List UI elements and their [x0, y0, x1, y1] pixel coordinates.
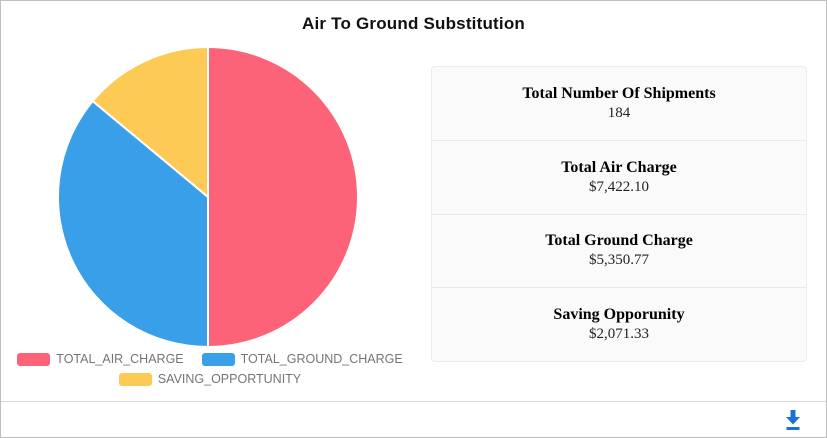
pie-slice-total_ground_charge[interactable] — [57, 100, 209, 348]
stat-value: $7,422.10 — [589, 178, 649, 195]
stats-panel: Total Number Of Shipments 184 Total Air … — [431, 66, 807, 362]
pie-chart — [57, 46, 359, 348]
download-icon — [786, 410, 800, 430]
legend-swatch-icon — [118, 372, 152, 386]
pie-slice-saving_opportunity[interactable] — [91, 46, 209, 198]
legend-row: TOTAL_AIR_CHARGE TOTAL_GROUND_CHARGE — [17, 352, 403, 366]
legend-swatch-icon — [17, 352, 51, 366]
chart-legend: TOTAL_AIR_CHARGE TOTAL_GROUND_CHARGE SAV… — [1, 352, 419, 386]
stat-label: Total Air Charge — [561, 158, 677, 176]
legend-label: TOTAL_AIR_CHARGE — [56, 352, 184, 366]
stat-label: Total Number Of Shipments — [522, 84, 716, 102]
stat-row-total-ground-charge: Total Ground Charge $5,350.77 — [432, 215, 806, 289]
legend-label: TOTAL_GROUND_CHARGE — [240, 352, 403, 366]
stat-row-total-shipments: Total Number Of Shipments 184 — [432, 67, 806, 141]
stat-row-saving-opportunity: Saving Opporunity $2,071.33 — [432, 288, 806, 361]
footer-bar — [1, 401, 826, 437]
legend-swatch-icon — [201, 352, 235, 366]
stat-label: Total Ground Charge — [545, 232, 693, 250]
legend-row: SAVING_OPPORTUNITY — [118, 372, 302, 386]
stat-value: 184 — [607, 104, 631, 121]
stat-row-total-air-charge: Total Air Charge $7,422.10 — [432, 141, 806, 215]
legend-item-saving-opportunity[interactable]: SAVING_OPPORTUNITY — [118, 372, 302, 386]
legend-item-total-air-charge[interactable]: TOTAL_AIR_CHARGE — [17, 352, 184, 366]
chart-title: Air To Ground Substitution — [301, 14, 525, 33]
pie-slice-total_air_charge[interactable] — [207, 46, 359, 348]
download-button[interactable] — [780, 407, 806, 433]
stat-label: Saving Opporunity — [553, 306, 685, 324]
legend-label: SAVING_OPPORTUNITY — [157, 372, 302, 386]
stat-value: $2,071.33 — [589, 326, 649, 343]
legend-item-total-ground-charge[interactable]: TOTAL_GROUND_CHARGE — [201, 352, 403, 366]
stat-value: $5,350.77 — [589, 252, 649, 269]
